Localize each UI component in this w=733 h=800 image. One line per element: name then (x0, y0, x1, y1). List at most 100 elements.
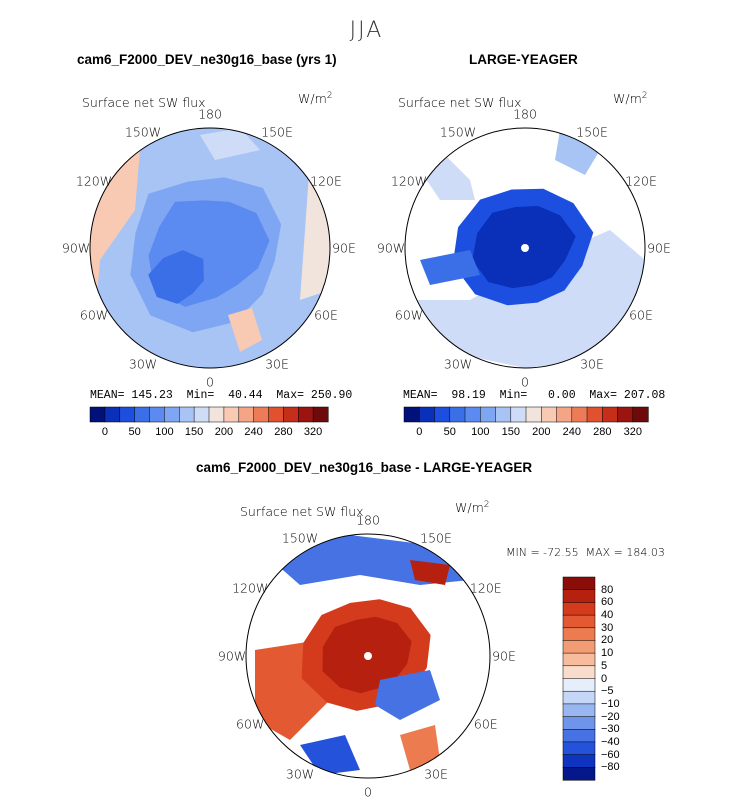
panel2-title: LARGE-YEAGER (469, 52, 578, 67)
panel2-colorbar-swatch (510, 406, 527, 423)
panel3-colorbar-swatch (562, 602, 596, 616)
panel3-colorbar-label: −60 (601, 748, 620, 761)
panel3-map-boundary (245, 533, 491, 779)
panel1-map (90, 128, 330, 368)
panel2-lon-label: 180 (513, 106, 537, 122)
panel3-lon-label: 90E (492, 648, 516, 664)
panel3-alaska-positive (410, 560, 450, 585)
panel1-variable: Surface net SW flux (82, 95, 206, 110)
panel1-colorbar-swatch (283, 406, 299, 423)
panel2-colorbar-swatch (464, 406, 481, 423)
panel3-scandinavia-positive (400, 725, 440, 770)
panel3-lon-label: 0 (364, 784, 372, 800)
panel3-barents-negative (375, 670, 440, 720)
panel1-colorbar-swatch (298, 406, 314, 423)
panel1-colorbar-label: 150 (184, 426, 204, 438)
panel3-lon-label: 150E (420, 530, 452, 546)
panel3-colorbar-label: 5 (601, 659, 608, 672)
panel2-max: 207.08 (623, 389, 666, 402)
panel2-map-boundary (404, 127, 646, 369)
panel2-bering (555, 130, 600, 175)
panel3-colorbar-swatch (562, 690, 596, 705)
panel1-colorbar-swatch (179, 406, 195, 423)
panel1-lon-label: 60W (79, 307, 109, 323)
panel3-colorbar-swatch (562, 652, 596, 667)
panel1-colorbar-label: 240 (244, 426, 263, 438)
panel1-max-label: Max= (276, 389, 305, 402)
panel3-lon-label: 150W (281, 530, 319, 546)
panel3-lon-label: 30E (424, 766, 448, 782)
panel2-colorbar-swatch (632, 406, 649, 423)
panel3-colorbar-label: 80 (601, 583, 614, 596)
panel2-colorbar-label: 50 (443, 426, 456, 438)
panel2-colorbar-label: 200 (532, 426, 551, 438)
panel3-colorbar-label: −20 (601, 710, 620, 723)
panel1-colorbar-swatch (253, 406, 270, 423)
panel1-colorbar-label: 0 (101, 426, 108, 438)
panel1-units: W/m2 (298, 91, 332, 106)
panel2-lon-label: 90W (376, 240, 406, 256)
panel1-lon-label: 30W (128, 356, 158, 372)
panel2-colorbar-swatch (586, 406, 603, 423)
panel1-lon-label: 0 (206, 374, 214, 390)
panel2-units-exp: 2 (641, 91, 648, 101)
panel1-max: 250.90 (310, 389, 353, 402)
panel3-colorbar-swatch (562, 767, 596, 781)
panel3-colorbar-label: 20 (601, 634, 614, 647)
panel2-colorbar-swatch (480, 406, 497, 423)
panel1-greenland-deep (148, 250, 204, 304)
panel1-stats: MEAN= 145.23 Min= 40.44 Max= 250.90 (90, 389, 352, 402)
panel1-min-label: Min= (186, 389, 215, 402)
panel3-colorbar-swatch (562, 665, 596, 680)
panel1-colorbar-swatch (89, 406, 106, 423)
panel3-lon-label: 180 (356, 512, 380, 528)
panel2-pole-hole (521, 244, 529, 252)
panel1-colorbar-swatch (312, 406, 329, 423)
panel1-colorbar-swatch (238, 406, 255, 423)
panel2-colorbar-swatch (571, 406, 588, 423)
panel1-min: 40.44 (228, 389, 263, 402)
panel3-colorbar-swatch (562, 589, 596, 603)
panel3-colorbar-swatch (562, 754, 596, 768)
panel2-colorbar-swatch (495, 406, 512, 423)
panel1-lon-label: 90W (61, 240, 91, 256)
panel3-variable: Surface net SW flux (240, 504, 364, 519)
panel2-colorbar-swatch (525, 406, 542, 423)
panel1-colorbar-label: 200 (214, 426, 234, 438)
panel1-colorbar-swatch (193, 406, 210, 423)
panel3-atlantic-negative (300, 735, 360, 775)
panel1-lon-label: 120W (75, 173, 113, 189)
panel1-colorbar-swatch (268, 406, 284, 423)
panel2-colorbar-swatch (556, 406, 573, 423)
panel2-lon-label: 150E (576, 124, 608, 140)
panel2-mean: 98.19 (451, 389, 486, 402)
panel1-colorbar-swatch (149, 406, 165, 423)
panel1-colorbar-swatch (223, 406, 240, 423)
panel3-colorbar-swatch (562, 678, 596, 692)
panel1-colorbar-label: 280 (274, 426, 293, 438)
panel2-colorbar-swatch (434, 406, 451, 423)
panel1-lon-label: 60E (314, 307, 338, 323)
panel2-lon-label: 60E (629, 307, 653, 323)
panel1-colorbar-label: 100 (155, 426, 174, 438)
panel3-colorbar-label: 30 (601, 621, 614, 634)
panel3-colorbar-label: 0 (601, 672, 608, 685)
panel3-colorbar-swatch (562, 640, 596, 654)
panel3-colorbar-label: 60 (601, 596, 614, 609)
panel2-colorbar-label: 240 (562, 426, 581, 438)
panel2-colorbar-label: 320 (623, 426, 642, 438)
season-title: JJA (349, 18, 384, 43)
panel2-min-label: Min= (499, 389, 528, 402)
panel3-colorbar-swatch (562, 576, 596, 591)
panel3-lon-label: 60W (236, 716, 265, 732)
panel3-colorbar-swatch (562, 729, 596, 743)
panel3-lon-label: 30W (285, 766, 315, 782)
panel2-colorbar-swatch (419, 406, 436, 423)
panel1-colorbar-swatch (119, 406, 136, 423)
panel1-units-base: W/m (298, 91, 327, 107)
panel2-colorbar-swatch (541, 406, 558, 423)
panel1-lon-label: 150E (261, 124, 293, 140)
panel2-units-base: W/m (613, 91, 642, 107)
panel1-mean: 145.23 (131, 389, 173, 402)
